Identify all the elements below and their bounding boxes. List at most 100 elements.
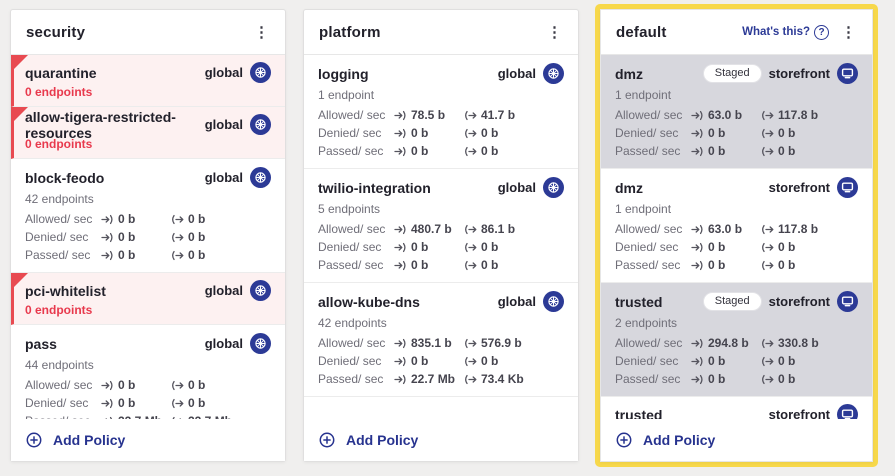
egress-arrow-icon (465, 224, 477, 234)
column-footer: Add Policy (601, 419, 872, 461)
stat-value-egress: 0 b (171, 230, 271, 244)
add-policy-button[interactable]: Add Policy (26, 432, 125, 448)
policy-name: trusted (615, 293, 663, 310)
egress-arrow-icon (762, 242, 774, 252)
scope-label: storefront (768, 66, 830, 81)
traffic-stats: Allowed/ sec 0 b 0 b Denied/ sec 0 b 0 b… (25, 210, 271, 264)
ingress-arrow-icon (691, 128, 703, 138)
egress-arrow-icon (465, 146, 477, 156)
policy-card[interactable]: twilio-integration global 5 endpoints Al… (304, 169, 578, 283)
policy-column-default: default What's this? ? ⋮ dmz Staged st (600, 9, 873, 462)
highlighted-column-outline: default What's this? ? ⋮ dmz Staged st (595, 4, 878, 467)
policy-name: pci-whitelist (25, 282, 106, 299)
endpoints-count: 44 endpoints (25, 358, 94, 372)
stat-value-ingress: 0 b (101, 212, 171, 226)
ingress-arrow-icon (691, 242, 703, 252)
egress-arrow-icon (762, 260, 774, 270)
plus-circle-icon (26, 432, 42, 448)
policy-card[interactable]: block-feodo global 42 endpoints Allowed/… (11, 159, 285, 273)
policy-card[interactable]: dmz storefront 1 endpoint Allowed/ sec 6… (601, 169, 872, 283)
endpoints-count: 0 endpoints (25, 137, 93, 151)
policy-card[interactable]: pci-whitelist global 0 endpoints (11, 273, 285, 325)
egress-arrow-icon (465, 356, 477, 366)
egress-arrow-icon (762, 338, 774, 348)
traffic-stats: Allowed/ sec 63.0 b 117.8 b Denied/ sec … (615, 220, 858, 274)
ingress-arrow-icon (394, 128, 406, 138)
egress-arrow-icon (465, 110, 477, 120)
ingress-arrow-icon (691, 110, 703, 120)
ingress-arrow-icon (394, 110, 406, 120)
stat-value-egress: 0 b (171, 396, 271, 410)
column-header: security ⋮ (11, 10, 285, 55)
stat-value-ingress: 0 b (101, 248, 171, 262)
egress-arrow-icon (465, 128, 477, 138)
stat-value-egress: 576.9 b (464, 336, 564, 350)
question-circle-icon: ? (814, 24, 829, 40)
stat-value-egress: 0 b (761, 354, 858, 368)
policy-name: logging (318, 65, 369, 82)
policy-card[interactable]: trusted storefront (601, 397, 872, 419)
plus-circle-icon (616, 432, 632, 448)
namespace-icon (837, 291, 858, 312)
scope-label: global (497, 294, 536, 309)
ingress-arrow-icon (394, 374, 406, 384)
column-footer: Add Policy (304, 419, 578, 461)
stat-label: Allowed/ sec (615, 108, 683, 122)
stat-value-egress: 0 b (464, 126, 564, 140)
stat-value-ingress: 0 b (691, 144, 761, 158)
ingress-arrow-icon (101, 416, 113, 419)
kubernetes-global-icon (543, 177, 564, 198)
add-policy-button[interactable]: Add Policy (319, 432, 418, 448)
stat-value-ingress: 480.7 b (394, 222, 464, 236)
stat-label: Allowed/ sec (318, 336, 386, 350)
card-list: quarantine global 0 endpoints allow-tige… (11, 55, 285, 419)
policy-card[interactable]: allow-kube-dns global 42 endpoints Allow… (304, 283, 578, 397)
scope-label: storefront (768, 294, 830, 309)
policy-column-security: security ⋮ quarantine global 0 endpoints… (10, 9, 286, 462)
ingress-arrow-icon (101, 398, 113, 408)
policy-card[interactable]: allow-tigera-restricted-resources global… (11, 107, 285, 159)
stat-value-ingress: 835.1 b (394, 336, 464, 350)
stat-label: Allowed/ sec (615, 222, 683, 236)
policy-column-platform: platform ⋮ logging global 1 endpoint All… (303, 9, 579, 462)
whats-this-link[interactable]: What's this? ? (742, 24, 829, 40)
stat-value-ingress: 0 b (101, 378, 171, 392)
policy-card[interactable]: quarantine global 0 endpoints (11, 55, 285, 107)
stat-value-egress: 0 b (171, 212, 271, 226)
stat-label: Passed/ sec (25, 248, 91, 262)
stat-value-ingress: 0 b (691, 354, 761, 368)
policy-card[interactable]: dmz Staged storefront 1 endpoint Allowed… (601, 55, 872, 169)
endpoints-count: 1 endpoint (318, 88, 375, 102)
stat-value-ingress: 22.7 Mb (394, 372, 464, 386)
stat-value-egress: 0 b (761, 126, 858, 140)
traffic-stats: Allowed/ sec 0 b 0 b Denied/ sec 0 b 0 b… (25, 376, 271, 419)
endpoints-count: 0 endpoints (25, 85, 93, 99)
stat-label: Allowed/ sec (318, 222, 386, 236)
stat-label: Denied/ sec (318, 240, 382, 254)
stat-value-egress: 330.8 b (761, 336, 858, 350)
ingress-arrow-icon (394, 356, 406, 366)
stat-value-ingress: 63.0 b (691, 222, 761, 236)
endpoints-count: 1 endpoint (615, 202, 672, 216)
policy-card[interactable]: pass global 44 endpoints Allowed/ sec 0 … (11, 325, 285, 419)
plus-circle-icon (319, 432, 335, 448)
kebab-menu-icon[interactable]: ⋮ (837, 23, 860, 42)
policy-card[interactable]: trusted Staged storefront 2 endpoints Al… (601, 283, 872, 397)
stat-value-ingress: 0 b (691, 126, 761, 140)
stat-value-egress: 0 b (171, 378, 271, 392)
policy-name: pass (25, 335, 57, 352)
stat-value-ingress: 0 b (101, 230, 171, 244)
add-policy-button[interactable]: Add Policy (616, 432, 715, 448)
policy-card[interactable]: logging global 1 endpoint Allowed/ sec 7… (304, 55, 578, 169)
endpoints-count: 42 endpoints (318, 316, 387, 330)
endpoints-count: 42 endpoints (25, 192, 94, 206)
kebab-menu-icon[interactable]: ⋮ (250, 23, 273, 42)
scope-label: global (497, 180, 536, 195)
egress-arrow-icon (172, 250, 184, 260)
policy-name: dmz (615, 65, 643, 82)
kebab-menu-icon[interactable]: ⋮ (543, 23, 566, 42)
egress-arrow-icon (465, 374, 477, 384)
stat-label: Allowed/ sec (318, 108, 386, 122)
ingress-arrow-icon (691, 356, 703, 366)
